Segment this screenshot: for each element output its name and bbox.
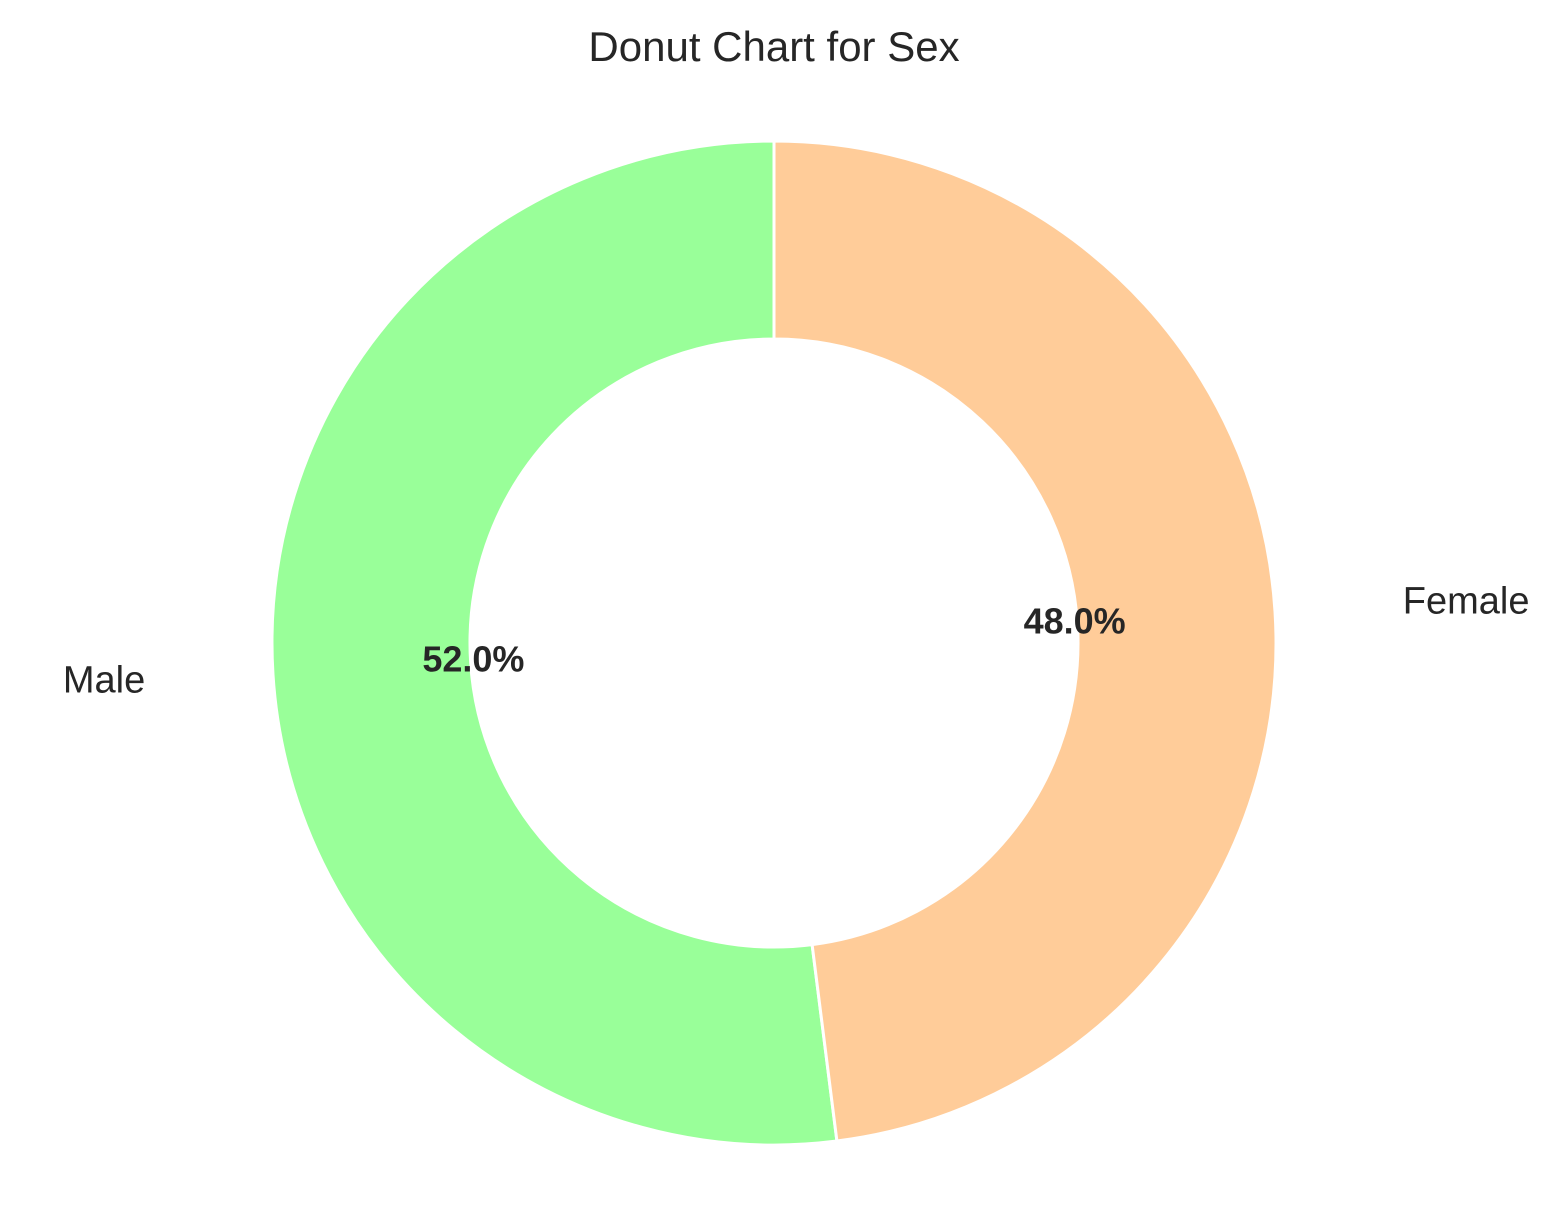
- slice-label-female: Female: [1403, 580, 1530, 622]
- slice-label-male: Male: [63, 660, 145, 702]
- labels-layer: Male 52.0% Female 48.0%: [63, 580, 1530, 701]
- chart-title: Donut Chart for Sex: [588, 23, 960, 70]
- slice-male: [270, 139, 839, 1147]
- slice-pct-male: 52.0%: [422, 638, 524, 679]
- slices-layer: [270, 139, 1278, 1147]
- slice-female: [772, 139, 1278, 1143]
- slice-pct-female: 48.0%: [1024, 601, 1126, 642]
